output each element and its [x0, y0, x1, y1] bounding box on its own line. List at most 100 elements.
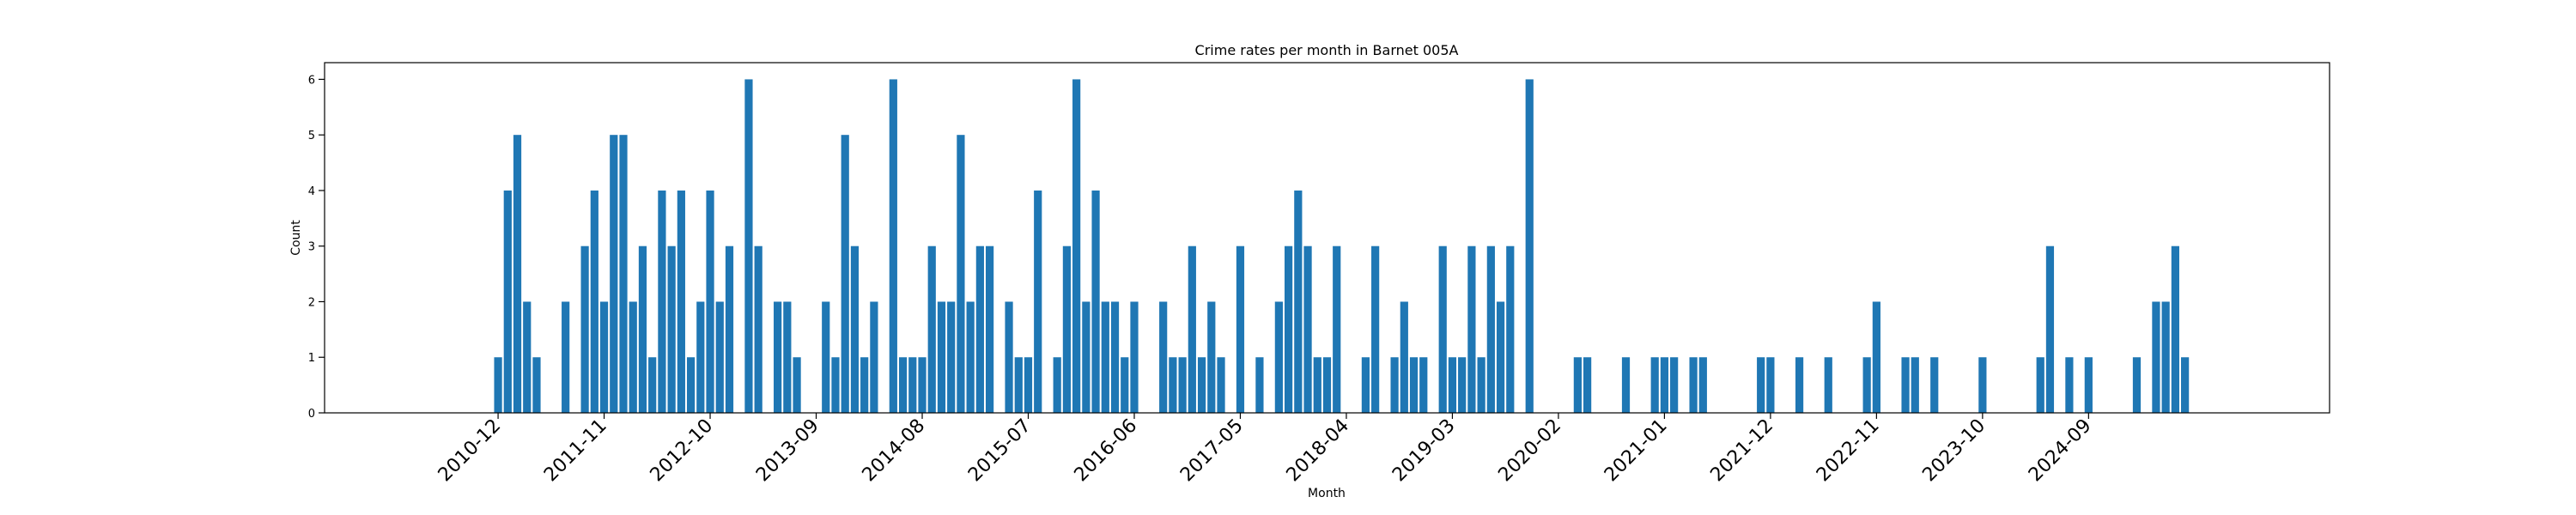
bar-2016-05: [1121, 357, 1129, 413]
x-tick-label: 2024-09: [2025, 415, 2096, 487]
y-tick-label: 2: [308, 296, 315, 309]
bar-2018-12: [1419, 357, 1428, 413]
bar-2015-05: [1005, 301, 1013, 413]
bar-2025-05: [2161, 301, 2170, 413]
bar-2014-09: [927, 245, 936, 413]
bar-2017-09: [1274, 301, 1283, 413]
x-axis-label: Month: [1308, 487, 1346, 500]
bar-2015-11: [1062, 245, 1072, 413]
bar-2012-12: [725, 245, 734, 413]
bar-2017-02: [1207, 301, 1216, 413]
x-tick-label: 2013-09: [752, 415, 823, 487]
bar-2019-06: [1477, 357, 1485, 413]
bar-2016-12: [1188, 245, 1196, 413]
y-tick-label: 0: [308, 408, 315, 421]
bar-2012-07: [677, 190, 685, 413]
x-tick-label: 2016-06: [1071, 415, 1142, 487]
y-axis: 0 1 2 3 4 5 6: [308, 74, 325, 421]
y-tick-label: 4: [308, 185, 315, 198]
bar-2014-11: [947, 301, 956, 413]
y-tick-label: 1: [308, 352, 315, 365]
bar-2016-03: [1101, 301, 1109, 413]
bar-2023-05: [1930, 357, 1939, 413]
x-tick-label: 2012-10: [647, 415, 718, 487]
bar-2014-10: [937, 301, 946, 413]
bar-2011-09: [580, 245, 589, 413]
bar-2017-12: [1303, 245, 1312, 413]
bar-2018-01: [1313, 357, 1321, 413]
bar-2021-05: [1698, 357, 1707, 413]
bar-2017-01: [1197, 357, 1206, 413]
bar-2021-11: [1757, 357, 1765, 413]
bar-2020-12: [1650, 357, 1659, 413]
bar-2019-07: [1486, 245, 1495, 413]
bar-2020-04: [1573, 357, 1582, 413]
bar-2018-02: [1322, 357, 1332, 413]
bar-2017-11: [1294, 190, 1303, 413]
bar-2014-07: [908, 357, 917, 413]
bar-2012-01: [619, 135, 628, 413]
bar-2024-05: [2045, 245, 2055, 413]
bar-2013-11: [831, 357, 840, 413]
x-tick-label: 2015-07: [964, 415, 1036, 487]
y-tick-label: 5: [308, 130, 315, 142]
bar-2012-04: [648, 357, 657, 413]
bar-2016-06: [1130, 301, 1139, 413]
x-tick-label: 2020-02: [1494, 415, 1565, 487]
bar-2022-06: [1824, 357, 1832, 413]
y-axis-label: Count: [289, 220, 303, 256]
bar-2023-02: [1901, 357, 1910, 413]
bar-2015-07: [1024, 357, 1033, 413]
bar-2015-03: [985, 245, 994, 413]
bar-2014-08: [918, 357, 927, 413]
bar-2011-04: [532, 357, 541, 413]
bar-2021-04: [1689, 357, 1698, 413]
bar-2015-12: [1072, 79, 1081, 414]
bar-2025-04: [2152, 301, 2160, 413]
bar-2018-07: [1371, 245, 1380, 413]
bar-2024-07: [2065, 357, 2074, 413]
x-tick-label: 2017-05: [1176, 415, 1248, 487]
bar-2022-11: [1872, 301, 1880, 413]
bar-2018-03: [1333, 245, 1341, 413]
x-tick-label: 2010-12: [434, 415, 506, 487]
bar-2019-05: [1467, 245, 1476, 413]
bar-2011-01: [503, 190, 512, 413]
bar-2014-06: [898, 357, 908, 413]
bar-2024-09: [2084, 357, 2093, 413]
bar-2020-09: [1621, 357, 1631, 413]
bar-2013-10: [822, 301, 830, 413]
bar-2014-12: [957, 135, 965, 413]
bar-2016-02: [1091, 190, 1100, 413]
bar-2017-05: [1236, 245, 1245, 413]
bar-2025-02: [2132, 357, 2142, 413]
bar-2025-07: [2181, 357, 2190, 413]
x-tick-label: 2014-08: [859, 415, 930, 487]
bar-2011-11: [599, 301, 609, 413]
bar-2013-03: [754, 245, 762, 413]
bar-2022-03: [1795, 357, 1804, 413]
bar-2018-06: [1361, 357, 1370, 413]
x-tick-label: 2021-01: [1601, 415, 1672, 487]
bar-2023-10: [1978, 357, 1987, 413]
bar-2014-01: [850, 245, 860, 413]
bar-2018-09: [1390, 357, 1399, 413]
bar-2012-08: [686, 357, 696, 413]
y-tick-label: 6: [308, 74, 315, 87]
x-tick-label: 2018-04: [1283, 415, 1354, 487]
bar-2012-03: [638, 245, 647, 413]
bar-2025-06: [2171, 245, 2179, 413]
bar-2010-12: [494, 357, 502, 413]
bar-2013-12: [841, 135, 849, 413]
bar-2014-02: [860, 357, 869, 413]
bar-2016-01: [1082, 301, 1091, 413]
bar-2013-07: [793, 357, 801, 413]
bar-2011-02: [513, 135, 522, 413]
bar-2011-03: [523, 301, 532, 413]
bar-2024-04: [2036, 357, 2044, 413]
bar-2015-06: [1014, 357, 1023, 413]
bar-2018-11: [1409, 357, 1419, 413]
x-tick-label: 2011-11: [540, 415, 611, 487]
bar-2019-03: [1448, 357, 1457, 413]
